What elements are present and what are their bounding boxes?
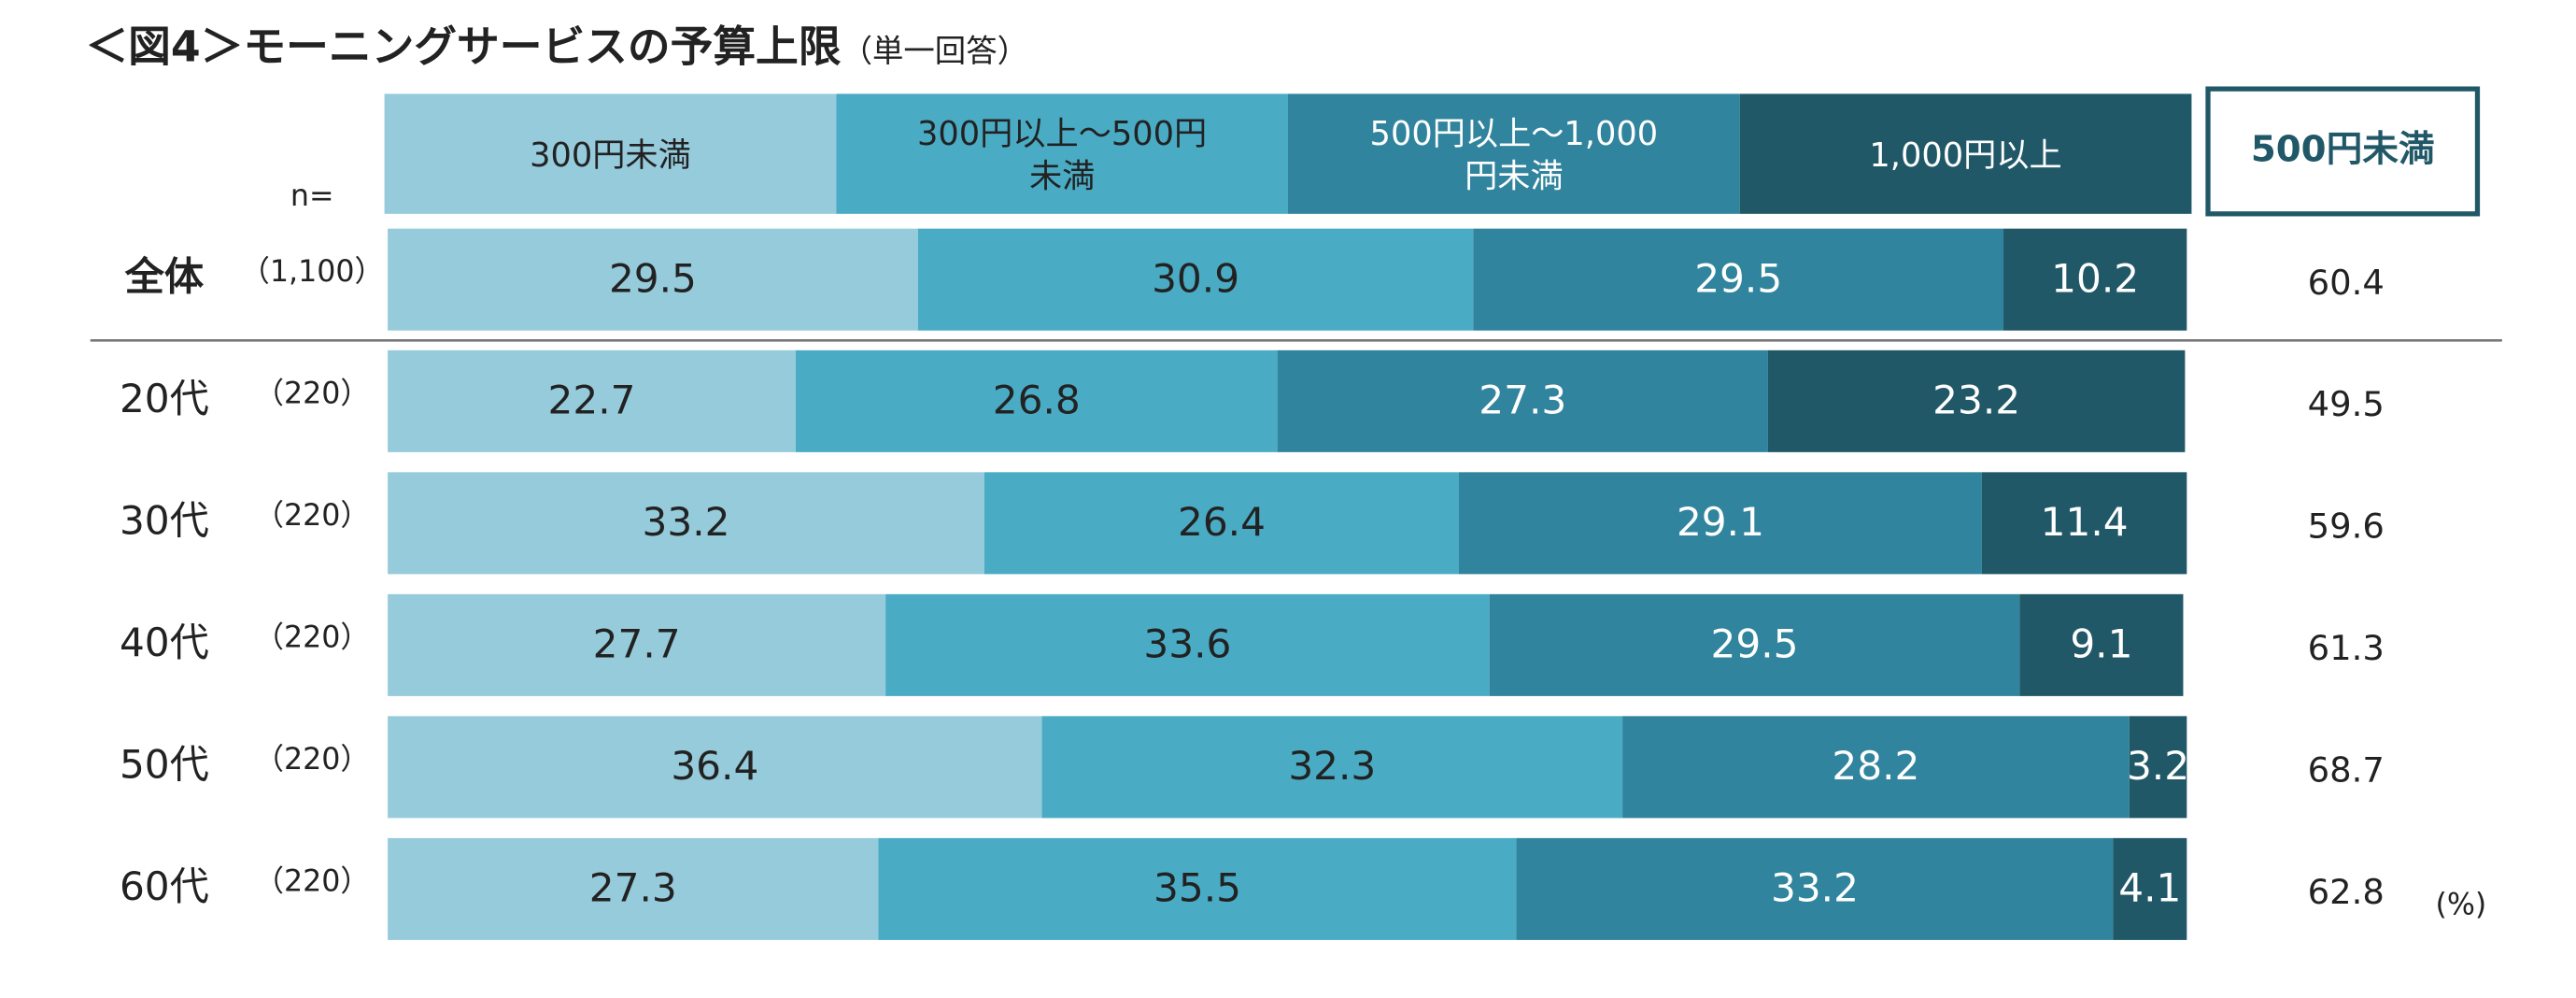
legend-swatch	[1288, 93, 1740, 214]
unit-label: (%)	[2435, 888, 2486, 921]
data-label: 35.5	[1154, 865, 1241, 911]
bar-segment	[388, 472, 984, 575]
legend-item: 1,000円以上	[1869, 134, 2062, 174]
data-label: 23.2	[1932, 378, 2020, 423]
summary-value: 59.6	[2308, 506, 2385, 547]
bar-segment	[917, 228, 1474, 331]
summary-value: 60.4	[2308, 263, 2385, 303]
bar-segment	[984, 472, 1459, 575]
category-label: 60代	[120, 863, 209, 909]
legend-label: 500円以上～1,000円未満	[1369, 112, 1659, 195]
legend-item: 500円以上～1,000円未満	[1369, 112, 1659, 195]
bar-segment	[2129, 716, 2187, 819]
data-label: 29.5	[1694, 255, 1782, 301]
category-label: 30代	[120, 497, 209, 543]
n-value: （220）	[254, 864, 370, 898]
category-label: 40代	[120, 620, 209, 665]
data-label: 22.7	[548, 378, 636, 423]
data-label: 33.6	[1143, 621, 1231, 667]
category-label: 20代	[120, 376, 209, 421]
data-label: 32.3	[1288, 743, 1376, 789]
data-label: 27.3	[1479, 378, 1566, 423]
chart-title: ＜図4＞モーニングサービスの予算上限	[85, 21, 841, 71]
data-label: 27.7	[593, 621, 681, 667]
data-label: 29.5	[609, 255, 697, 301]
legend-item: 300円以上～500円未満	[917, 112, 1208, 195]
legend-label: 300円未満	[530, 134, 691, 174]
data-label: 33.2	[1771, 865, 1859, 911]
legend-label: 1,000円以上	[1869, 134, 2062, 174]
data-label: 9.1	[2070, 621, 2132, 667]
category-label: 50代	[120, 741, 209, 787]
bar-segment	[2003, 228, 2187, 331]
data-label: 10.2	[2051, 255, 2139, 301]
chart-subtitle: （単一回答）	[842, 33, 1028, 69]
category-label: 全体	[124, 254, 205, 300]
data-label: 29.1	[1677, 499, 1764, 545]
bar-segment	[388, 349, 796, 452]
summary-value: 68.7	[2308, 750, 2385, 791]
data-label: 27.3	[589, 865, 677, 911]
n-value: （220）	[254, 620, 370, 654]
bar-segment	[795, 349, 1278, 452]
bar-segment	[1622, 716, 2130, 819]
data-label: 26.4	[1178, 499, 1266, 545]
data-label: 4.1	[2118, 865, 2181, 911]
legend-swatch	[1739, 93, 2192, 214]
data-label: 11.4	[2041, 499, 2129, 545]
n-value: （220）	[254, 499, 370, 533]
bar-segment	[1277, 349, 1768, 452]
data-label: 36.4	[671, 743, 758, 789]
bar-segment	[1458, 472, 1982, 575]
summary-value: 49.5	[2308, 384, 2385, 424]
bar-segment	[388, 593, 886, 696]
summary-header: 500円未満	[2251, 128, 2435, 170]
bar-segment	[1516, 837, 2114, 940]
bar-segment	[1981, 472, 2187, 575]
summary-value: 61.3	[2308, 628, 2385, 668]
bar-segment	[2113, 837, 2187, 940]
bar-segment	[1489, 593, 2020, 696]
n-value: （220）	[254, 377, 370, 410]
bar-segment	[388, 837, 879, 940]
bar-segment	[388, 228, 918, 331]
n-value: （220）	[254, 743, 370, 777]
data-label: 26.8	[993, 378, 1081, 423]
n-value: （1,100）	[240, 255, 384, 289]
bar-segment	[388, 716, 1042, 819]
bar-segment	[1041, 716, 1623, 819]
bar-segment	[1767, 349, 2186, 452]
bar-segment	[885, 593, 1490, 696]
n-label: n=	[290, 179, 334, 213]
bar-segment	[1473, 228, 2004, 331]
legend-item: 300円未満	[530, 134, 691, 174]
summary-value: 62.8	[2308, 872, 2385, 912]
bar-segment	[2019, 593, 2184, 696]
data-label: 30.9	[1152, 255, 1239, 301]
data-label: 29.5	[1711, 621, 1799, 667]
summary-header-box	[2205, 86, 2481, 217]
legend-label: 300円以上～500円未満	[917, 112, 1208, 195]
data-label: 3.2	[2127, 743, 2189, 789]
bar-segment	[878, 837, 1517, 940]
legend-swatch	[836, 93, 1288, 214]
legend-swatch	[384, 93, 837, 214]
data-label: 33.2	[643, 499, 730, 545]
data-label: 28.2	[1832, 743, 1919, 789]
